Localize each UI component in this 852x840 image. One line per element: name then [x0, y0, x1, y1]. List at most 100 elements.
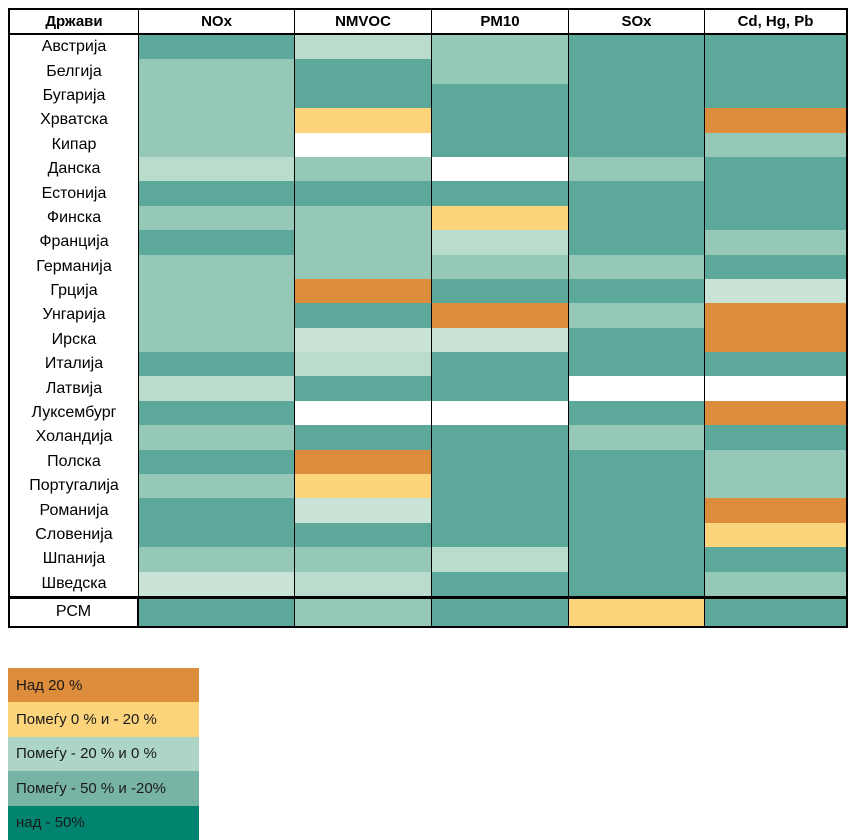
heatmap-cell [138, 571, 294, 596]
heatmap-cell [138, 108, 294, 133]
table-row: Романија [10, 498, 846, 523]
country-label: Холандија [10, 425, 138, 450]
heatmap-cell [568, 425, 704, 450]
heatmap-cell [431, 156, 568, 182]
heatmap-cell [138, 547, 294, 572]
table-row: Грција [10, 278, 846, 304]
column-header-4: SOx [568, 10, 704, 33]
heatmap-cell [568, 278, 704, 304]
table-row: Финска [10, 205, 846, 231]
heatmap-cell [431, 474, 568, 499]
country-label: Полска [10, 449, 138, 475]
heatmap-cell [138, 598, 294, 626]
heatmap-cell [138, 522, 294, 548]
country-label: Луксембург [10, 400, 138, 426]
heatmap-cell [138, 59, 294, 84]
column-header-2: NMVOC [294, 10, 431, 33]
heatmap-cell [431, 522, 568, 548]
heatmap-cell [568, 327, 704, 353]
heatmap-cell [704, 156, 846, 182]
heatmap-cell [568, 35, 704, 60]
heatmap-cell [431, 327, 568, 353]
legend-item-label: Помеѓу 0 % и - 20 % [16, 711, 157, 729]
legend-item: Помеѓу - 50 % и -20% [8, 771, 199, 806]
heatmap-cell [138, 181, 294, 206]
heatmap-cell [568, 598, 704, 626]
table-row: Холандија [10, 425, 846, 450]
heatmap-cell [568, 498, 704, 523]
country-label: Шпанија [10, 547, 138, 572]
country-label: Финска [10, 205, 138, 231]
heatmap-cell [294, 83, 431, 109]
heatmap-cell [568, 230, 704, 255]
heatmap-cell [294, 498, 431, 523]
heatmap-cell [704, 35, 846, 60]
heatmap-cell [704, 425, 846, 450]
heatmap-cell [294, 425, 431, 450]
country-label: Италија [10, 352, 138, 377]
heatmap-cell [431, 400, 568, 426]
heatmap-cell [431, 59, 568, 84]
heatmap-cell [568, 547, 704, 572]
heatmap-cell [704, 498, 846, 523]
emissions-heatmap-table: Држави NOx NMVOC PM10 SOx Cd, Hg, Pb Австрија… [8, 8, 848, 628]
heatmap-cell [294, 598, 431, 626]
country-label: Словенија [10, 522, 138, 548]
heatmap-cell [704, 303, 846, 328]
heatmap-cell [568, 205, 704, 231]
table-header-row: Држави NOx NMVOC PM10 SOx Cd, Hg, Pb [10, 10, 846, 35]
heatmap-cell [294, 474, 431, 499]
heatmap-cell [138, 205, 294, 231]
heatmap-cell [138, 352, 294, 377]
country-label: Ирска [10, 327, 138, 353]
table-row: Хрватска [10, 108, 846, 133]
legend-item-label: над - 50% [16, 814, 85, 832]
heatmap-cell [568, 303, 704, 328]
table-row: Унгарија [10, 303, 846, 328]
column-header-1: NOx [138, 10, 294, 33]
heatmap-cell [431, 230, 568, 255]
heatmap-cell [704, 522, 846, 548]
heatmap-cell [568, 156, 704, 182]
heatmap-cell [568, 132, 704, 157]
heatmap-cell [431, 108, 568, 133]
heatmap-cell [431, 132, 568, 157]
heatmap-cell [431, 181, 568, 206]
heatmap-cell [431, 35, 568, 60]
heatmap-cell [704, 400, 846, 426]
heatmap-cell [431, 598, 568, 626]
table-row: Белгија [10, 59, 846, 84]
heatmap-cell [138, 376, 294, 401]
heatmap-cell [431, 352, 568, 377]
column-header-0: Држави [10, 10, 138, 33]
heatmap-cell [568, 181, 704, 206]
heatmap-cell [138, 425, 294, 450]
heatmap-cell [138, 400, 294, 426]
heatmap-cell [704, 449, 846, 475]
heatmap-cell [704, 547, 846, 572]
table-row: Словенија [10, 522, 846, 548]
table-row: Данска [10, 156, 846, 182]
heatmap-cell [431, 547, 568, 572]
heatmap-cell [294, 547, 431, 572]
heatmap-cell [704, 230, 846, 255]
country-label: Хрватска [10, 108, 138, 133]
heatmap-cell [431, 303, 568, 328]
legend-item: Помеѓу 0 % и - 20 % [8, 702, 199, 737]
legend-item-label: Помеѓу - 20 % и 0 % [16, 745, 157, 763]
heatmap-cell [704, 571, 846, 596]
heatmap-cell [294, 108, 431, 133]
heatmap-cell [138, 449, 294, 475]
heatmap-cell [294, 327, 431, 353]
heatmap-cell [138, 303, 294, 328]
country-label-rsm: РСМ [10, 598, 138, 626]
heatmap-cell [294, 376, 431, 401]
heatmap-cell [431, 449, 568, 475]
table-row: Луксембург [10, 400, 846, 426]
heatmap-cell [138, 156, 294, 182]
country-label: Белгија [10, 59, 138, 84]
table-row: Шпанија [10, 547, 846, 572]
heatmap-cell [138, 254, 294, 279]
heatmap-cell [294, 205, 431, 231]
heatmap-cell [294, 352, 431, 377]
